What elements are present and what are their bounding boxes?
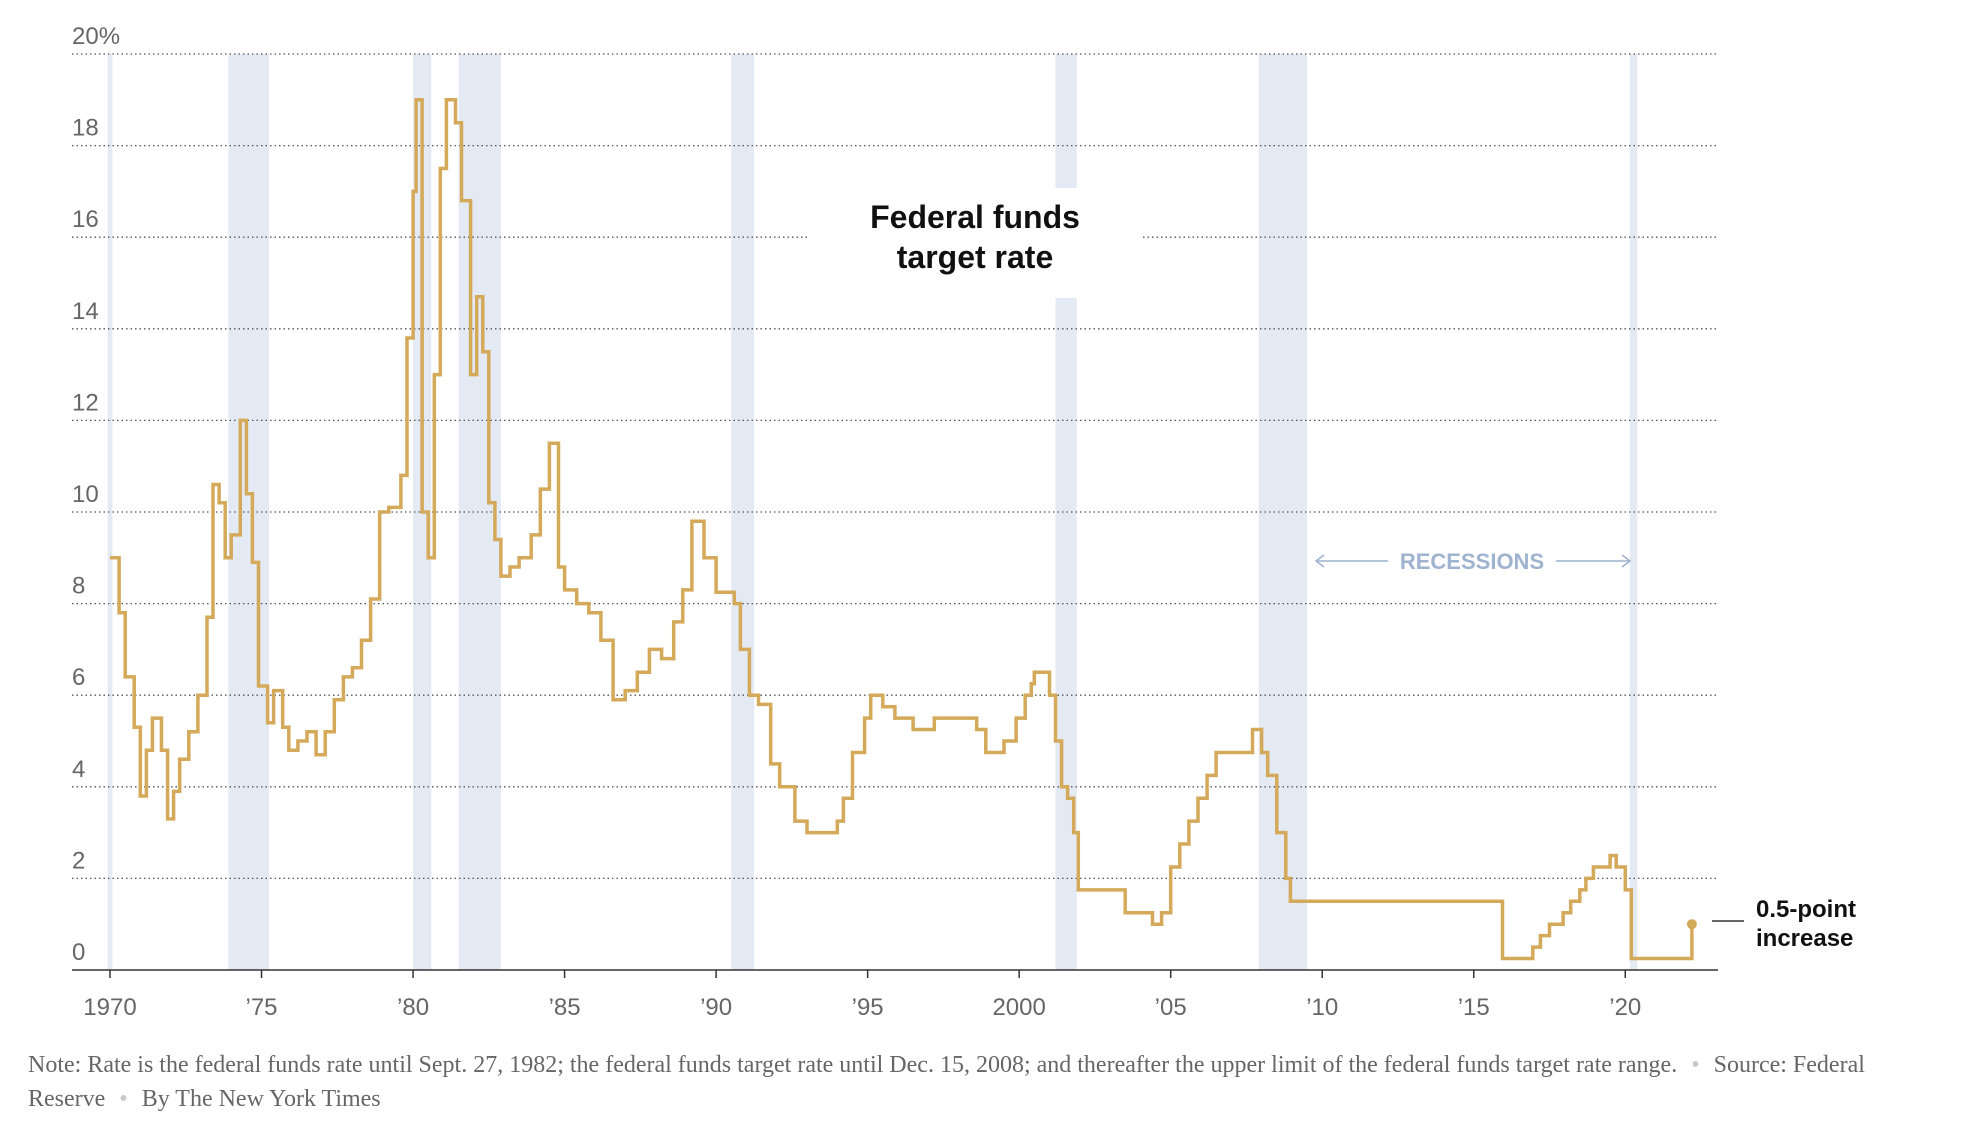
- x-tick-label: ’10: [1306, 994, 1338, 1021]
- chart-title-line-1: Federal funds: [870, 199, 1080, 235]
- x-tick-label: ’85: [549, 994, 581, 1021]
- x-tick-label: ’90: [700, 994, 732, 1021]
- y-tick-label: 18: [72, 115, 99, 142]
- y-tick-label: 14: [72, 298, 99, 325]
- y-tick-label: 10: [72, 481, 99, 508]
- recession-band: [107, 54, 113, 970]
- footer-credit: By The New York Times: [141, 1086, 381, 1112]
- end-annotation-line-2: increase: [1756, 925, 1853, 952]
- x-tick-label: ’15: [1458, 994, 1490, 1021]
- end-annotation: 0.5-point increase: [1712, 896, 1856, 952]
- chart-title: Federal funds target rate: [810, 188, 1140, 298]
- footer-separator-dot: •: [119, 1086, 128, 1112]
- end-annotation-line-1: 0.5-point: [1756, 896, 1856, 923]
- y-tick-labels: 20% 18 16 14 12 10 8 6 4 2 0: [72, 23, 120, 966]
- footer-source: Source: Federal Reserve: [28, 1052, 1865, 1112]
- footer-note: Note: Rate is the federal funds rate unt…: [28, 1052, 1678, 1078]
- recessions-arrow-left-head: [1314, 554, 1325, 568]
- chart-title-line-2: target rate: [897, 239, 1054, 275]
- y-tick-label: 0: [72, 939, 85, 966]
- title-background: [810, 188, 1140, 298]
- x-tick-label: ’20: [1609, 994, 1641, 1021]
- x-tick-label: 2000: [992, 994, 1045, 1021]
- chart-footer: Note: Rate is the federal funds rate unt…: [28, 1048, 1928, 1116]
- x-tick-label: ’05: [1155, 994, 1187, 1021]
- fed-funds-chart: Federal funds target rate 20% 18 16 14 12 10 8…: [72, 23, 1856, 1021]
- footer-separator-dot: •: [1691, 1052, 1700, 1078]
- y-tick-label: 20%: [72, 23, 120, 50]
- y-tick-label: 2: [72, 847, 85, 874]
- y-tick-label: 12: [72, 389, 99, 416]
- x-tick-label: ’75: [246, 994, 278, 1021]
- x-axis: 1970 ’75 ’80 ’85 ’90 ’95 2000 ’05 ’10 ’15 ’20: [72, 969, 1718, 1021]
- x-tick-label: ’95: [852, 994, 884, 1021]
- y-tick-label: 4: [72, 756, 85, 783]
- recessions-annotation: RECESSIONS: [1314, 549, 1632, 574]
- series-layer: [110, 98, 1697, 961]
- x-tick-label: 1970: [83, 994, 136, 1021]
- y-tick-label: 16: [72, 206, 99, 233]
- latest-value-dot: [1686, 919, 1697, 930]
- y-tick-label: 8: [72, 573, 85, 600]
- x-tick-label: ’80: [397, 994, 429, 1021]
- recessions-arrow-right-head: [1621, 554, 1632, 568]
- rate-line: [110, 98, 1694, 961]
- recessions-label: RECESSIONS: [1400, 549, 1544, 574]
- y-tick-label: 6: [72, 664, 85, 691]
